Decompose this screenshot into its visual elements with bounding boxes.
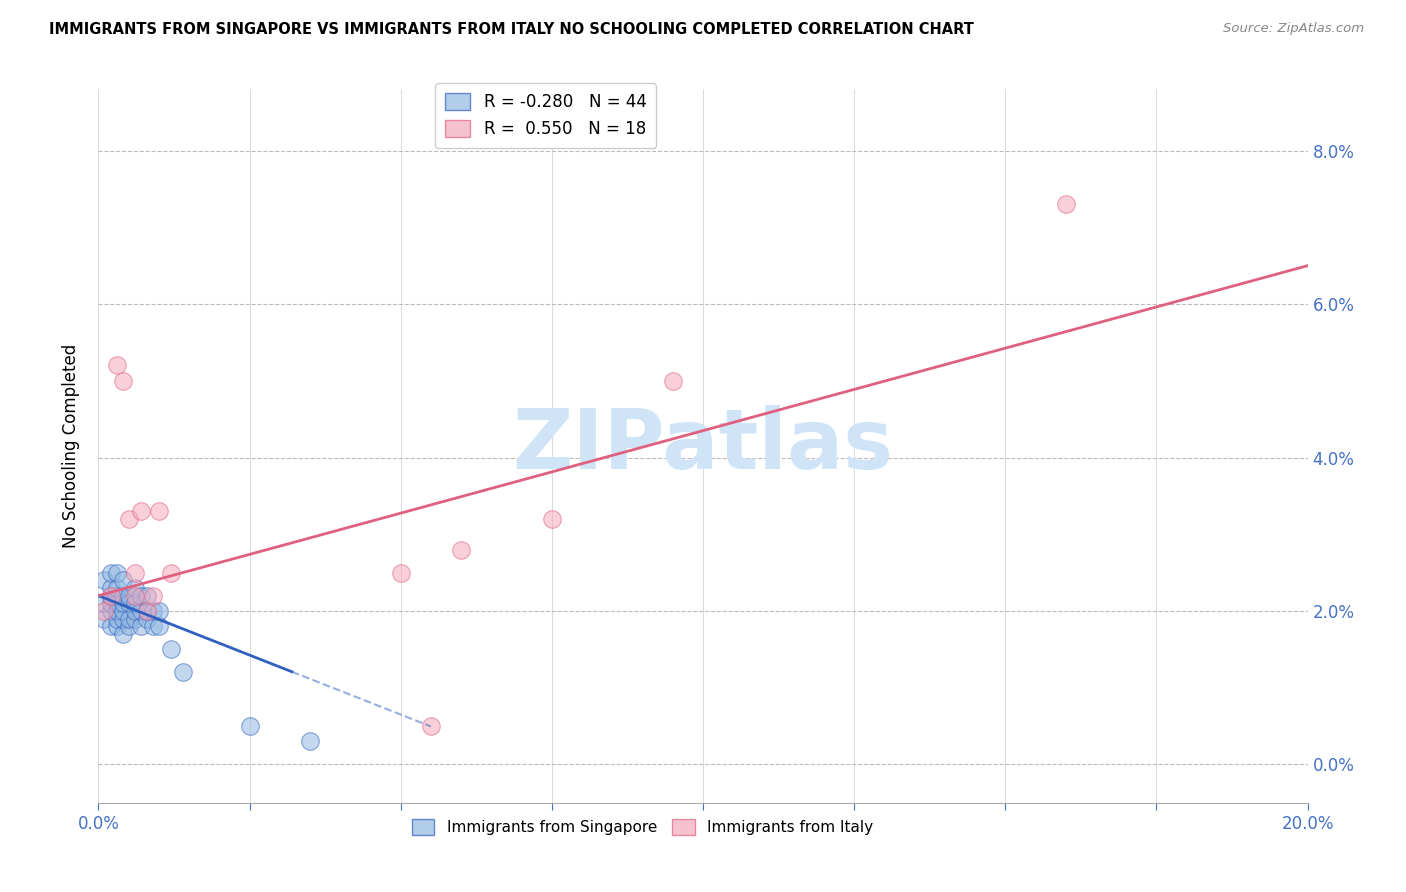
Point	[160, 642, 183, 657]
Point	[142, 589, 165, 603]
Point	[420, 719, 443, 733]
Text: Source: ZipAtlas.com: Source: ZipAtlas.com	[1223, 22, 1364, 36]
Point	[172, 665, 194, 680]
Point	[93, 604, 115, 618]
Point	[105, 604, 128, 618]
Point	[148, 504, 170, 518]
Point	[105, 612, 128, 626]
Point	[93, 574, 115, 588]
Point	[100, 589, 122, 603]
Point	[100, 619, 122, 633]
Point	[135, 604, 157, 618]
Point	[118, 612, 141, 626]
Point	[450, 542, 472, 557]
Point	[239, 719, 262, 733]
Point	[135, 604, 157, 618]
Point	[148, 604, 170, 618]
Point	[105, 566, 128, 580]
Point	[100, 596, 122, 610]
Point	[118, 596, 141, 610]
Point	[124, 581, 146, 595]
Point	[111, 596, 134, 610]
Point	[540, 512, 562, 526]
Point	[135, 612, 157, 626]
Point	[135, 589, 157, 603]
Point	[142, 604, 165, 618]
Point	[118, 619, 141, 633]
Point	[100, 581, 122, 595]
Point	[148, 619, 170, 633]
Point	[111, 374, 134, 388]
Point	[111, 612, 134, 626]
Y-axis label: No Schooling Completed: No Schooling Completed	[62, 344, 80, 548]
Point	[118, 589, 141, 603]
Point	[100, 604, 122, 618]
Point	[93, 612, 115, 626]
Point	[129, 604, 152, 618]
Point	[299, 734, 322, 748]
Point	[661, 374, 683, 388]
Point	[111, 604, 134, 618]
Point	[142, 619, 165, 633]
Point	[100, 589, 122, 603]
Legend: Immigrants from Singapore, Immigrants from Italy: Immigrants from Singapore, Immigrants fr…	[405, 814, 880, 841]
Point	[124, 596, 146, 610]
Point	[124, 604, 146, 618]
Point	[124, 612, 146, 626]
Point	[111, 627, 134, 641]
Point	[105, 581, 128, 595]
Point	[111, 574, 134, 588]
Text: IMMIGRANTS FROM SINGAPORE VS IMMIGRANTS FROM ITALY NO SCHOOLING COMPLETED CORREL: IMMIGRANTS FROM SINGAPORE VS IMMIGRANTS …	[49, 22, 974, 37]
Point	[105, 359, 128, 373]
Text: ZIPatlas: ZIPatlas	[513, 406, 893, 486]
Point	[1054, 197, 1077, 211]
Point	[111, 589, 134, 603]
Point	[160, 566, 183, 580]
Point	[105, 596, 128, 610]
Point	[124, 566, 146, 580]
Point	[118, 512, 141, 526]
Point	[93, 596, 115, 610]
Point	[100, 566, 122, 580]
Point	[389, 566, 412, 580]
Point	[129, 504, 152, 518]
Point	[129, 589, 152, 603]
Point	[105, 589, 128, 603]
Point	[129, 619, 152, 633]
Point	[124, 589, 146, 603]
Point	[105, 619, 128, 633]
